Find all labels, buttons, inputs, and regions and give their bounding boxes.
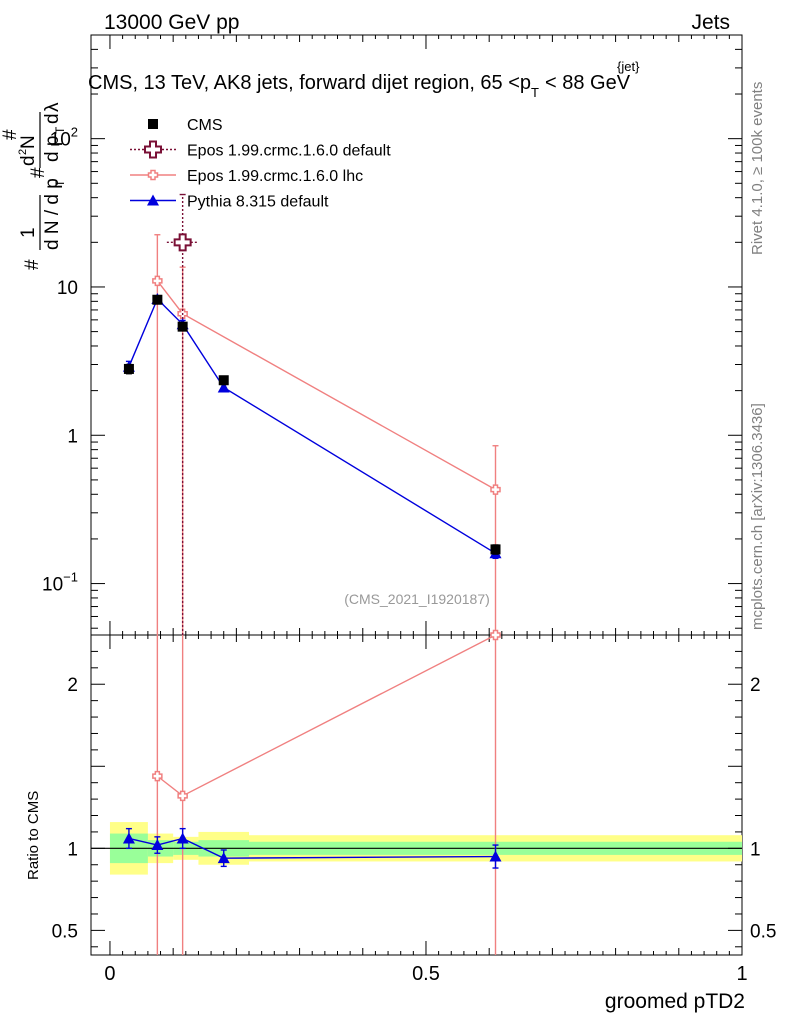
x-tick-label: 0 (104, 963, 115, 985)
ratio-panel-frame (90, 634, 743, 956)
legend-marker-pythia (147, 194, 159, 206)
y-tick-label: 1 (67, 426, 78, 447)
point-epos_lhc (152, 275, 163, 287)
legend-label-data: CMS (187, 117, 223, 134)
x-axis-label: groomed pTD2 (605, 990, 745, 1013)
svg-text:d p: d p (42, 136, 63, 162)
title-sub: T (531, 85, 539, 100)
ratio-y-tick-label-left: 2 (67, 675, 78, 696)
ratio-point-pythia (489, 850, 502, 862)
svg-text:T: T (53, 179, 67, 187)
ratio-point-pythia (217, 852, 230, 864)
ratio-y-tick-label-right: 0.5 (750, 921, 776, 942)
legend-label-pythia: Pythia 8.315 default (187, 194, 329, 211)
ratio-point-epos_lhc (177, 790, 188, 802)
ratio-series-layer (122, 629, 502, 955)
analysis-id: (CMS_2021_I1920187) (344, 591, 490, 607)
svg-text:d: d (42, 113, 63, 124)
svg-text:1: 1 (18, 227, 39, 238)
y-tick-label: 10−1 (42, 570, 78, 596)
ratio-y-tick-label-left: 0.5 (52, 921, 78, 942)
svg-text:#: # (0, 129, 21, 140)
svg-text:T: T (53, 126, 67, 134)
point-epos_default (173, 233, 192, 252)
ratio-point-epos_lhc (152, 770, 163, 782)
x-tick-label: 1 (736, 963, 747, 985)
svg-text:#: # (28, 167, 49, 178)
legend-label-epos_lhc: Epos 1.99.crmc.1.6.0 lhc (187, 168, 363, 185)
svg-text:N: N (18, 135, 39, 149)
point-data (177, 321, 188, 332)
y-tick-label: 102 (50, 125, 78, 151)
plot-title: CMS, 13 TeV, AK8 jets, forward dijet reg… (88, 72, 631, 100)
ratio-point-pythia (176, 832, 189, 844)
legend-marker-data (148, 119, 158, 129)
line-pythia (128, 297, 496, 554)
legend: CMS Epos 1.99.crmc.1.6.0 default Epos 1.99… (130, 117, 391, 211)
point-data (152, 294, 163, 305)
ratio-y-tick-label-left: 1 (67, 839, 78, 860)
point-data (123, 363, 134, 374)
legend-label-epos_default: Epos 1.99.crmc.1.6.0 default (187, 143, 391, 160)
ratio-y-tick-label-right: 1 (750, 839, 761, 860)
beam-label: 13000 GeV pp (104, 11, 239, 34)
y-tick-label: 10 (57, 278, 78, 299)
point-data (490, 544, 501, 555)
svg-text:d: d (18, 155, 39, 166)
legend-marker-epos_lhc (147, 169, 159, 181)
ratio-point-pythia (122, 832, 135, 844)
svg-text:λ: λ (42, 102, 63, 112)
svg-text:d N / d p: d N / d p (42, 178, 63, 250)
ratio-point-epos_lhc (490, 629, 501, 641)
main-series-layer (122, 193, 502, 635)
point-epos_lhc (490, 484, 501, 495)
line-epos_lhc (156, 280, 496, 491)
ratio-point-pythia (151, 839, 164, 851)
svg-text:#: # (22, 259, 43, 270)
title-suffix: < 88 GeV (545, 72, 631, 94)
ratio-uncertainty-bands (91, 822, 742, 875)
title-sup: {jet} (617, 59, 640, 74)
x-tick-label: 0.5 (412, 963, 440, 985)
ratio-y-tick-label-right: 2 (750, 675, 761, 696)
ratio-line-epos_lhc (156, 634, 496, 797)
title-prefix: CMS, 13 TeV, AK8 jets, forward dijet reg… (88, 72, 531, 94)
category-label: Jets (691, 11, 730, 34)
rivet-label: Rivet 4.1.0, ≥ 100k events (749, 82, 766, 255)
point-pythia (217, 381, 230, 393)
mcplots-label: mcplots.cern.ch [arXiv:1306.3436] (749, 403, 766, 630)
svg-text:2: 2 (17, 149, 29, 155)
point-data (218, 375, 229, 386)
ratio-y-axis-label: Ratio to CMS (25, 791, 42, 880)
legend-marker-epos_default (144, 140, 162, 159)
